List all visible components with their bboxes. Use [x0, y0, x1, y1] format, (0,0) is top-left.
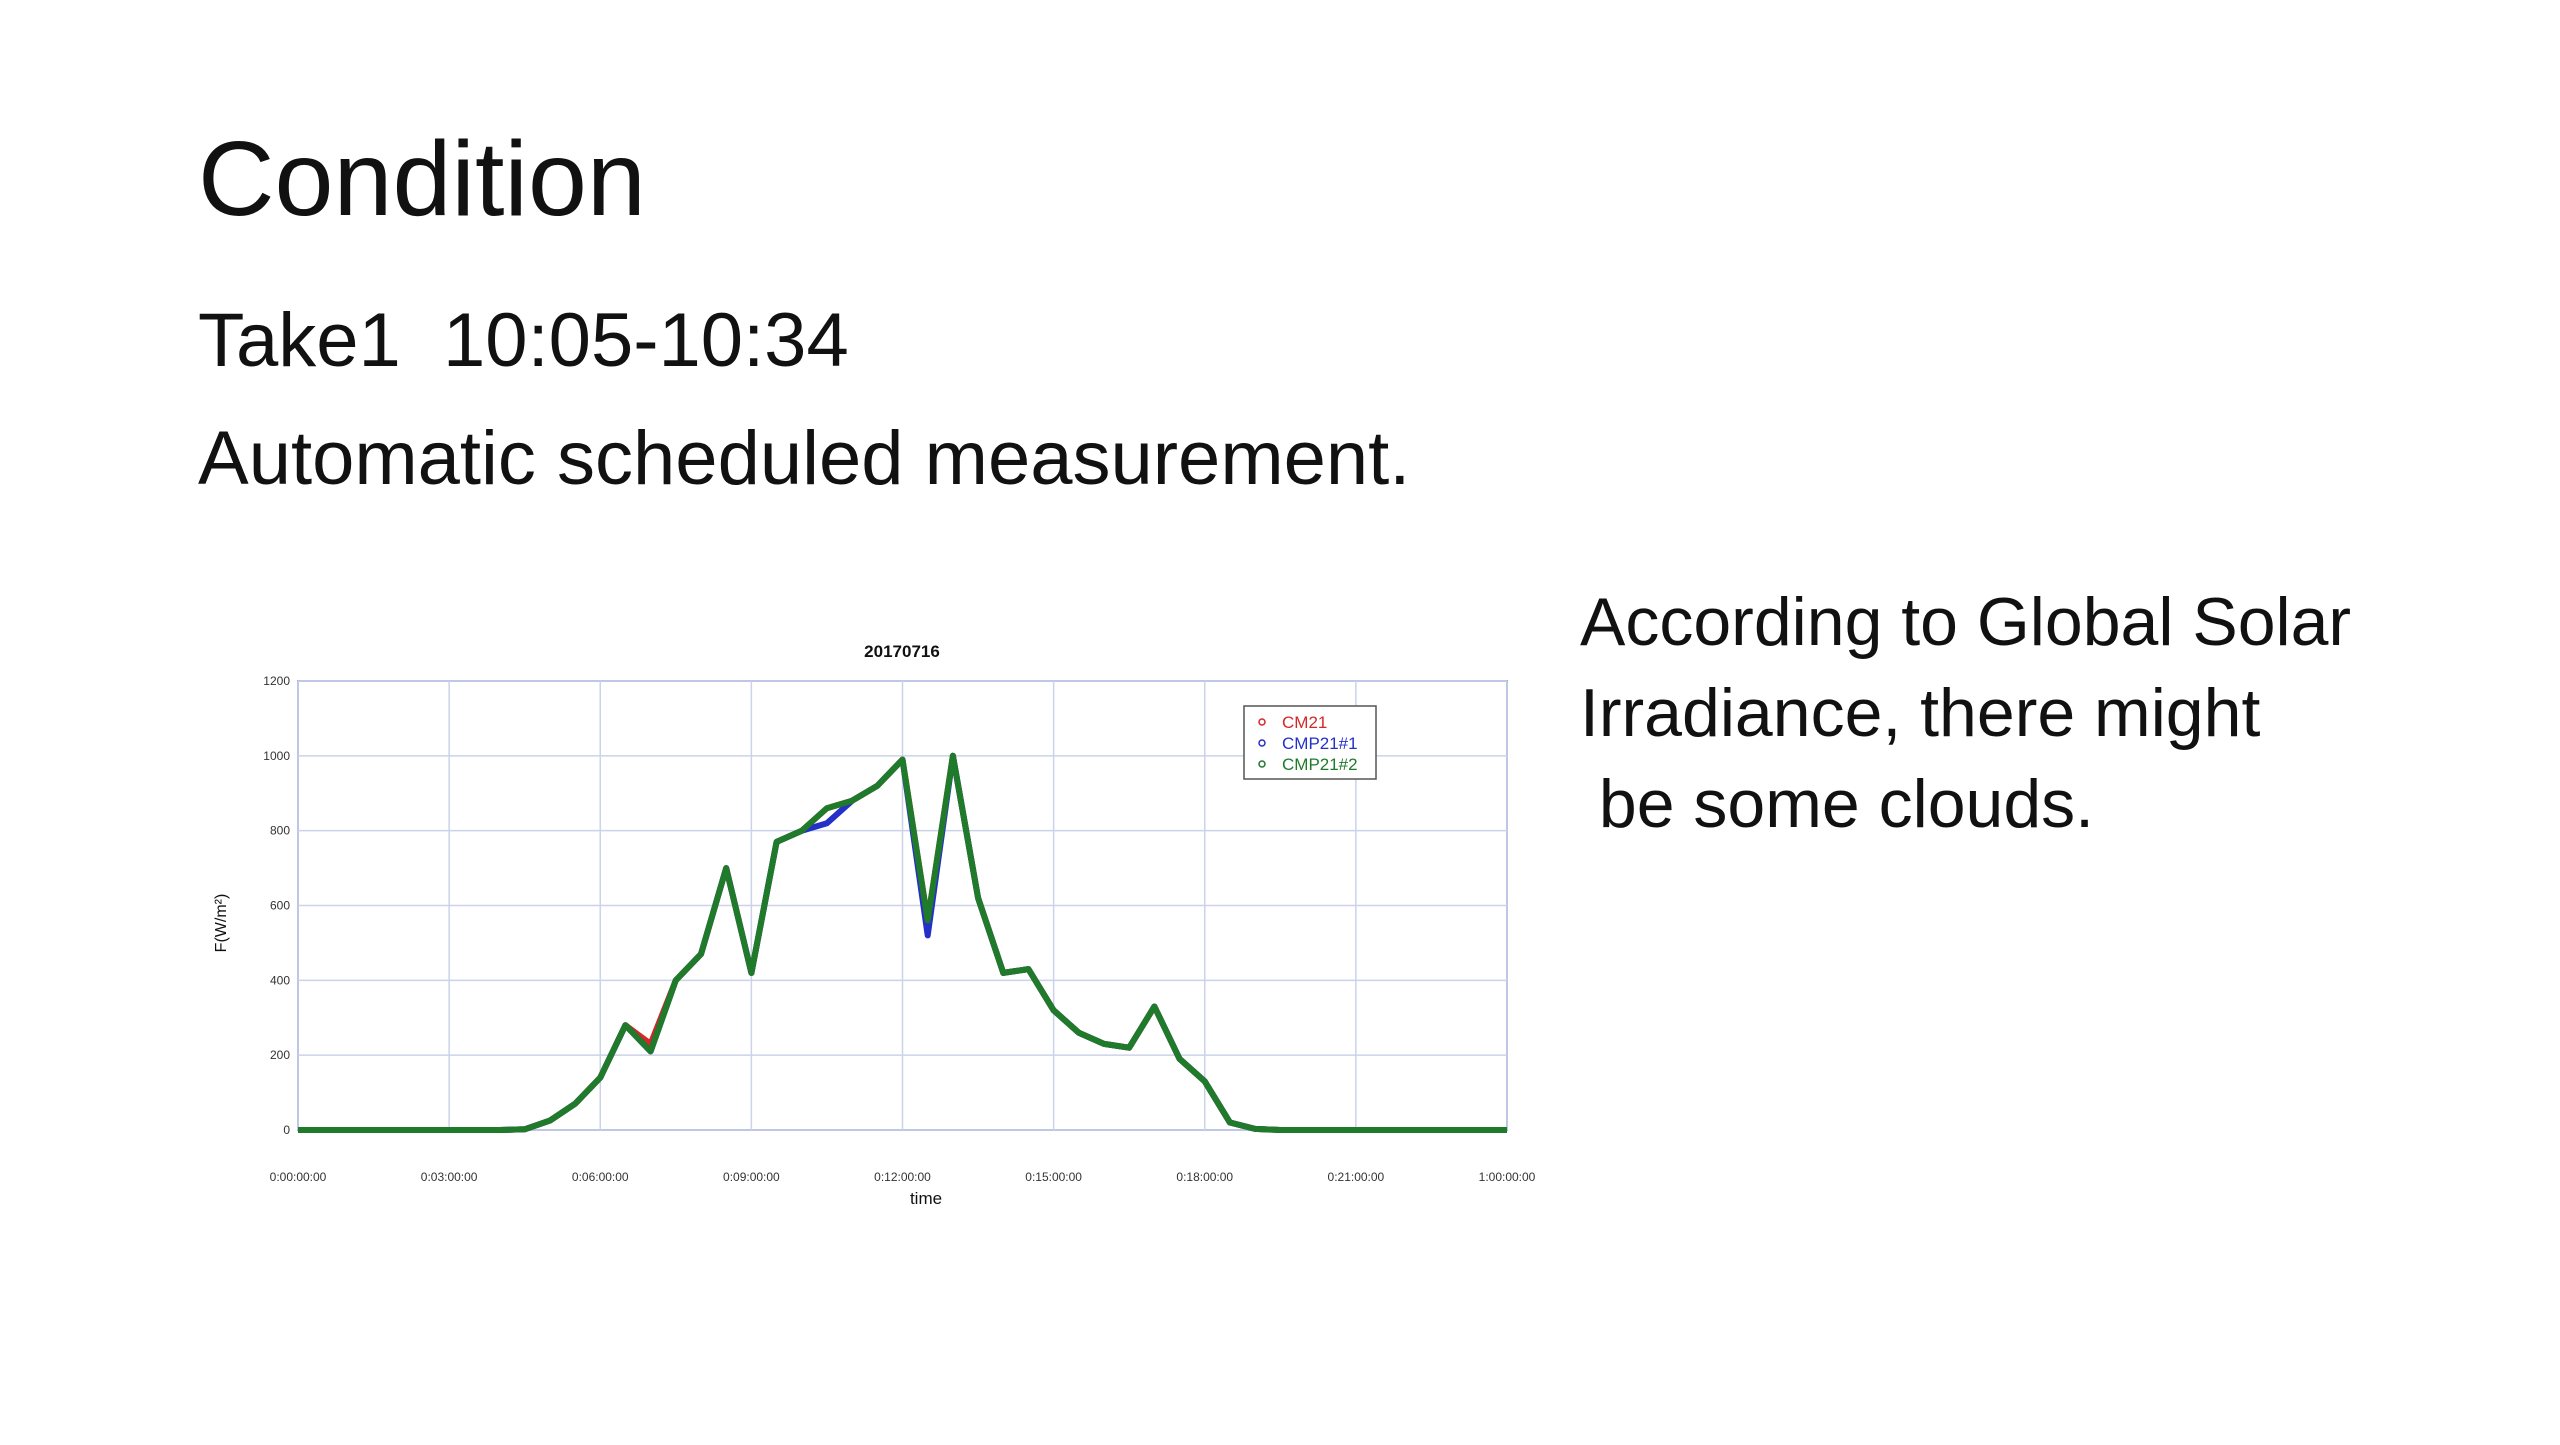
x-tick-label: 0:21:00:00: [1328, 1170, 1385, 1184]
y-tick-label: 1200: [263, 674, 290, 688]
y-tick-label: 600: [270, 899, 290, 913]
x-axis-label: time: [910, 1189, 942, 1208]
x-tick-label: 0:09:00:00: [723, 1170, 780, 1184]
x-tick-label: 0:12:00:00: [874, 1170, 931, 1184]
x-tick-label: 1:00:00:00: [1479, 1170, 1536, 1184]
legend-marker: [1258, 760, 1266, 768]
y-tick-label: 200: [270, 1048, 290, 1062]
y-tick-label: 1000: [263, 749, 290, 763]
chart: 20170716 time F(W/m²) 0 200 400 600 800 1000 1…: [213, 642, 1536, 1208]
y-axis-label: F(W/m²): [213, 894, 230, 953]
legend-label: CM21: [1282, 713, 1327, 732]
legend-marker: [1258, 718, 1266, 726]
x-tick-label: 0:18:00:00: [1176, 1170, 1233, 1184]
note-line: According to Global Solar: [1580, 584, 2351, 660]
y-tick-label: 0: [283, 1123, 290, 1137]
y-tick-label: 400: [270, 973, 290, 987]
y-tick-label: 800: [270, 824, 290, 838]
legend-marker: [1258, 739, 1266, 747]
x-tick-label: 0:15:00:00: [1025, 1170, 1082, 1184]
note-line: Irradiance, there might: [1580, 675, 2260, 751]
legend-label: CMP21#2: [1282, 755, 1358, 774]
slide-title: Condition: [198, 120, 646, 238]
legend-box: [1243, 705, 1377, 780]
x-tick-label: 0:03:00:00: [421, 1170, 478, 1184]
note-line: be some clouds.: [1580, 766, 2094, 842]
x-tick-label: 0:00:00:00: [270, 1170, 327, 1184]
legend-label: CMP21#1: [1282, 734, 1358, 753]
take-line: Take1 10:05-10:34: [198, 298, 849, 383]
x-tick-label: 0:06:00:00: [572, 1170, 629, 1184]
series-line: [298, 752, 1507, 1133]
measurement-line: Automatic scheduled measurement.: [198, 416, 1410, 501]
chart-title: 20170716: [864, 642, 940, 661]
